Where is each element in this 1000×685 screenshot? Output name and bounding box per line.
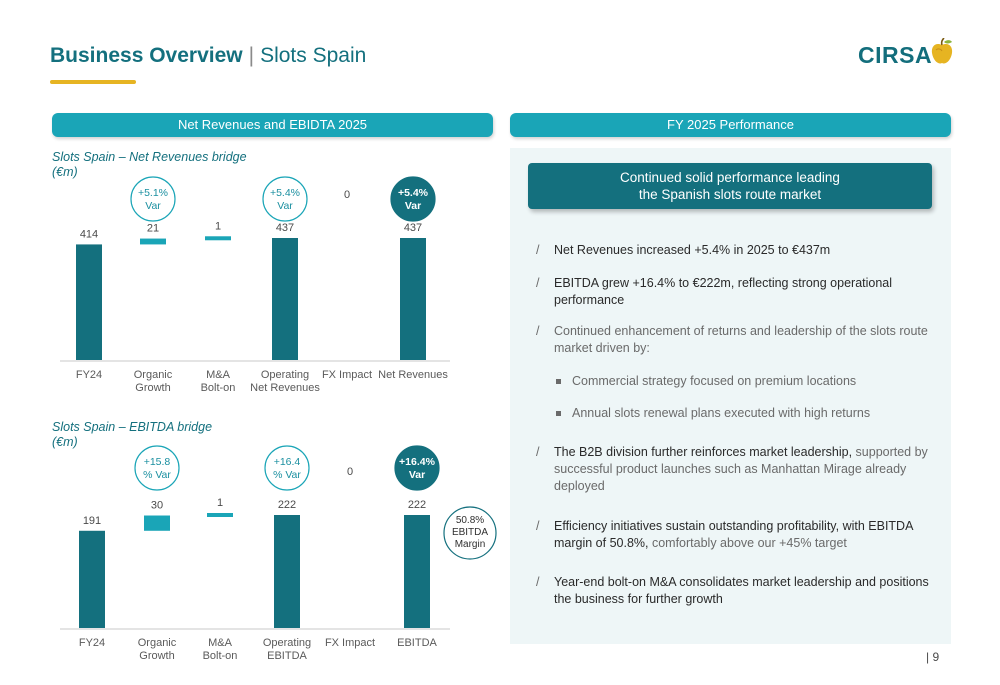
revenues-bar-3 bbox=[272, 238, 298, 360]
bullet-normal-text: supported by successful product launches… bbox=[554, 445, 928, 493]
ebitda-bar-3 bbox=[274, 515, 300, 628]
ebitda-variance-label-2: +16.4% Var bbox=[399, 456, 436, 481]
bullet-normal-text: comfortably above our +45% target bbox=[648, 536, 847, 550]
ebitda-chart-title: Slots Spain – EBITDA bridge (€m) bbox=[52, 420, 212, 450]
page-number: | 9 bbox=[926, 650, 940, 664]
revenues-variance-label-2: +5.4% Var bbox=[398, 187, 429, 212]
performance-callout: Continued solid performance leading the … bbox=[528, 163, 932, 209]
revenues-category-label-0: FY24 bbox=[76, 369, 102, 381]
revenues-category-label-1: Organic Growth bbox=[134, 369, 173, 394]
section-header-net-revenues-ebitda: Net Revenues and EBIDTA 2025 bbox=[52, 113, 493, 137]
revenues-bar-2 bbox=[205, 236, 231, 241]
slash-marker: / bbox=[536, 575, 540, 589]
ebitda-variance-circle-1 bbox=[264, 445, 310, 491]
bullet-bold-text: Year-end bolt-on M&A consolidates market… bbox=[554, 575, 929, 606]
ebitda-bar-5 bbox=[404, 515, 430, 628]
sub-bullet-text: Commercial strategy focused on premium l… bbox=[572, 374, 857, 388]
ebitda-variance-label-1: +16.4% Var bbox=[273, 456, 301, 481]
revenues-chart-title: Slots Spain – Net Revenues bridge (€m) bbox=[52, 150, 247, 180]
bullet-bolt-on-ma: / Year-end bolt-on M&A consolidates mark… bbox=[536, 574, 936, 608]
ebitda-bar-0 bbox=[79, 530, 105, 628]
ebitda-chart-unit: (€m) bbox=[52, 435, 78, 449]
ebitda-category-label-2: M&A Bolt-on bbox=[203, 637, 238, 662]
revenues-bar-0 bbox=[76, 244, 102, 360]
ebitda-bar-1 bbox=[144, 515, 170, 531]
ebitda-category-label-4: FX Impact bbox=[325, 637, 375, 649]
revenues-variance-label-0: +5.1% Var bbox=[138, 187, 168, 212]
ebitda-value-label-3: 222 bbox=[278, 499, 296, 511]
performance-panel bbox=[510, 148, 951, 644]
net-revenues-bridge-chart: 414 FY24 21 Organic Growth 1 M&A Bolt-on 437 Oper… bbox=[60, 176, 450, 394]
bullet-ebitda: / EBITDA grew +16.4% to €222m, reflectin… bbox=[536, 275, 936, 309]
ebitda-variance-circle-2 bbox=[394, 445, 440, 491]
golden-apple-icon bbox=[931, 38, 953, 64]
page-title-sub: Slots Spain bbox=[260, 44, 367, 67]
revenues-value-label-2: 1 bbox=[215, 220, 221, 232]
ebitda-margin-circle bbox=[443, 506, 497, 560]
ebitda-value-label-4: 0 bbox=[347, 466, 353, 478]
callout-line-1: Continued solid performance leading bbox=[620, 170, 840, 185]
revenues-bar-5 bbox=[400, 238, 426, 360]
square-bullet-icon bbox=[556, 379, 561, 384]
ebitda-category-label-5: EBITDA bbox=[397, 637, 437, 649]
revenues-variance-label-1: +5.4% Var bbox=[270, 187, 300, 212]
revenues-category-label-3: Operating Net Revenues bbox=[250, 369, 320, 394]
ebitda-variance-label-0: +15.8% Var bbox=[143, 456, 171, 481]
revenues-variance-circle-2 bbox=[390, 176, 436, 222]
bullet-bold-text: EBITDA grew +16.4% to €222m, reflecting … bbox=[554, 276, 893, 307]
ebitda-margin-label: 50.8% EBITDA Margin bbox=[452, 515, 488, 550]
revenues-category-label-4: FX Impact bbox=[322, 369, 372, 381]
revenues-value-label-1: 21 bbox=[147, 223, 159, 235]
sub-bullet-commercial-strategy: Commercial strategy focused on premium l… bbox=[554, 373, 934, 390]
ebitda-value-label-0: 191 bbox=[83, 515, 101, 527]
ebitda-category-label-3: Operating EBITDA bbox=[263, 637, 311, 662]
revenues-value-label-4: 0 bbox=[344, 189, 350, 201]
page-title-main: Business Overview bbox=[50, 44, 243, 67]
bullet-continued-enhancement: / Continued enhancement of returns and l… bbox=[536, 323, 936, 357]
revenues-variance-circle-0 bbox=[130, 176, 176, 222]
revenues-chart-unit: (€m) bbox=[52, 165, 78, 179]
slash-marker: / bbox=[536, 445, 540, 459]
page-title-separator: | bbox=[248, 44, 255, 67]
sub-bullet-text: Annual slots renewal plans executed with… bbox=[572, 406, 871, 420]
bullet-bold-text: The B2B division further reinforces mark… bbox=[554, 445, 853, 459]
revenues-chart-title-line: Slots Spain – Net Revenues bridge bbox=[52, 150, 247, 164]
revenues-value-label-5: 437 bbox=[404, 222, 422, 234]
revenues-value-label-3: 437 bbox=[276, 222, 294, 234]
ebitda-bridge-chart: 191 FY24 30 Organic Growth 1 M&A Bolt-on 222 Oper… bbox=[60, 445, 497, 662]
slash-marker: / bbox=[536, 243, 540, 257]
title-underline bbox=[50, 80, 136, 84]
revenues-value-label-0: 414 bbox=[80, 228, 98, 240]
revenues-category-label-2: M&A Bolt-on bbox=[201, 369, 236, 394]
ebitda-category-label-1: Organic Growth bbox=[138, 637, 177, 662]
bullet-b2b-division: / The B2B division further reinforces ma… bbox=[536, 444, 936, 495]
ebitda-variance-circle-0 bbox=[134, 445, 180, 491]
bullet-normal-text: Continued enhancement of returns and lea… bbox=[554, 324, 928, 355]
bullet-net-revenues: / Net Revenues increased +5.4% in 2025 t… bbox=[536, 242, 936, 259]
logo-text: CIRSA bbox=[858, 42, 933, 68]
cirsa-logo: CIRSA bbox=[858, 38, 954, 70]
page-title: Business Overview | Slots Spain bbox=[50, 44, 366, 68]
ebitda-bar-2 bbox=[207, 513, 233, 517]
bullet-bold-text: Net Revenues increased +5.4% in 2025 to … bbox=[554, 243, 831, 257]
revenues-bar-1 bbox=[140, 238, 166, 245]
ebitda-chart-title-line: Slots Spain – EBITDA bridge bbox=[52, 420, 213, 434]
ebitda-category-label-0: FY24 bbox=[79, 637, 105, 649]
ebitda-value-label-5: 222 bbox=[408, 499, 426, 511]
slash-marker: / bbox=[536, 324, 540, 338]
slash-marker: / bbox=[536, 276, 540, 290]
bullet-efficiency-initiatives: / Efficiency initiatives sustain outstan… bbox=[536, 518, 936, 552]
callout-line-2: the Spanish slots route market bbox=[638, 187, 822, 202]
sub-bullet-renewal-plans: Annual slots renewal plans executed with… bbox=[554, 405, 934, 422]
ebitda-value-label-1: 30 bbox=[151, 500, 163, 512]
ebitda-value-label-2: 1 bbox=[217, 497, 223, 509]
section-header-fy-performance: FY 2025 Performance bbox=[510, 113, 951, 137]
revenues-category-label-5: Net Revenues bbox=[378, 369, 448, 381]
bullet-bold-text: Efficiency initiatives sustain outstandi… bbox=[554, 519, 913, 550]
square-bullet-icon bbox=[556, 411, 561, 416]
slash-marker: / bbox=[536, 519, 540, 533]
revenues-variance-circle-1 bbox=[262, 176, 308, 222]
